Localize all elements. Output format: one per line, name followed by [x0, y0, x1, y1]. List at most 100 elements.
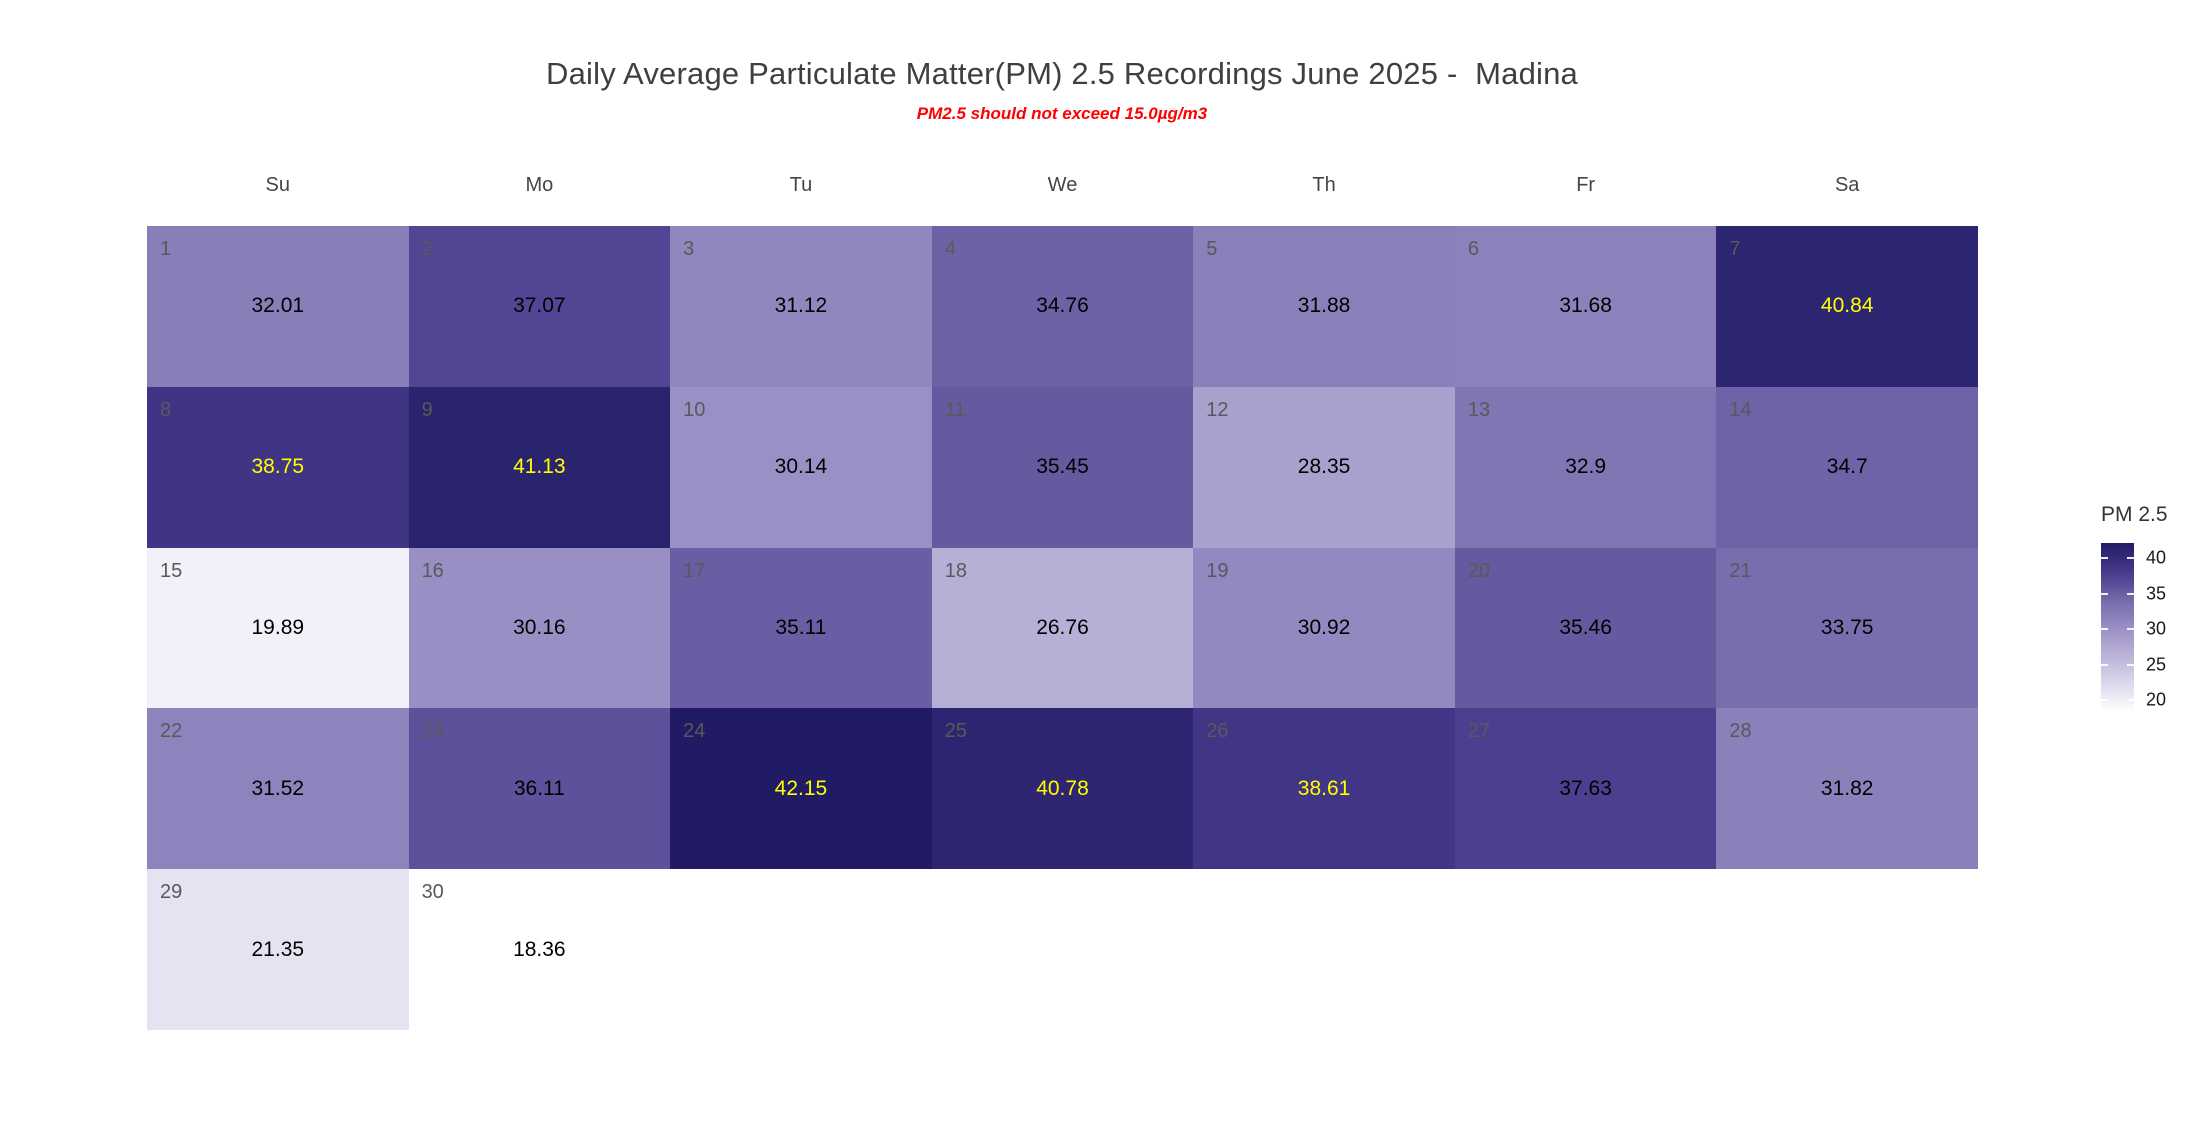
legend-tick-mark — [2127, 628, 2134, 631]
legend-tick-label: 30 — [2146, 618, 2167, 639]
day-number: 30 — [421, 881, 444, 904]
day-number: 9 — [421, 398, 433, 421]
day-cell-21: 21 33.75 — [1716, 547, 1978, 709]
legend: PM 2.5 40 35 30 25 20 — [2101, 503, 2211, 733]
legend-tick-mark — [2127, 663, 2134, 666]
day-number: 13 — [1467, 398, 1491, 421]
day-cell-22: 22 31.52 — [147, 708, 409, 870]
day-number: 15 — [160, 559, 183, 582]
pm-value: 31.52 — [251, 776, 305, 800]
day-cell-25: 25 40.78 — [931, 708, 1194, 870]
day-number: 4 — [944, 238, 956, 260]
pm-value: 30.92 — [1297, 615, 1351, 639]
day-number: 22 — [160, 720, 183, 743]
day-cell-17: 17 35.11 — [670, 547, 932, 709]
day-cell-4: 4 34.76 — [931, 226, 1194, 387]
day-number: 3 — [683, 238, 695, 260]
day-cell-19: 19 30.92 — [1193, 547, 1455, 709]
pm-value: 35.46 — [1559, 615, 1612, 639]
pm-value: 38.61 — [1297, 776, 1351, 800]
day-cell-30: 30 18.36 — [408, 869, 671, 1030]
day-cell-27: 27 37.63 — [1454, 708, 1717, 870]
legend-tick-label: 40 — [2146, 547, 2167, 568]
chart-subtitle: PM2.5 should not exceed 15.0µg/m3 — [916, 104, 1208, 123]
day-cell-14: 14 34.7 — [1716, 386, 1978, 548]
legend-tick-mark — [2127, 557, 2134, 560]
legend-tick-mark — [2127, 592, 2134, 595]
pm-value: 40.84 — [1820, 294, 1874, 318]
day-cell-23: 23 36.11 — [408, 708, 671, 870]
day-header-we: We — [1047, 174, 1078, 196]
chart-title: Daily Average Particulate Matter(PM) 2.5… — [546, 56, 1578, 91]
day-number: 19 — [1206, 559, 1229, 582]
pm-value: 19.89 — [251, 615, 305, 639]
legend-ticks: 40 35 30 25 20 — [2146, 543, 2196, 712]
pm-value: 40.78 — [1036, 776, 1089, 800]
day-cell-20: 20 35.46 — [1454, 547, 1717, 709]
calendar-grid: 1 32.01 2 37.07 3 31.12 4 34.76 5 31.88 6 31.68 7 40.… — [147, 226, 1978, 1030]
day-cell-18: 18 26.76 — [931, 547, 1194, 709]
day-cell-11: 11 35.45 — [931, 386, 1194, 548]
pm-value: 33.75 — [1820, 615, 1874, 639]
day-cell-15: 15 19.89 — [147, 547, 409, 709]
legend-tick-mark — [2101, 663, 2108, 666]
pm-value: 42.15 — [774, 776, 828, 800]
day-cell-26: 26 38.61 — [1193, 708, 1455, 870]
day-number: 1 — [160, 238, 172, 260]
pm-value: 32.9 — [1565, 455, 1607, 479]
day-number: 2 — [421, 238, 433, 260]
pm-value: 31.68 — [1559, 294, 1612, 318]
day-cell-13: 13 32.9 — [1454, 386, 1717, 548]
day-header-th: Th — [1312, 174, 1336, 196]
pm-value: 28.35 — [1297, 455, 1351, 479]
pm-value: 35.11 — [775, 615, 827, 639]
day-number: 28 — [1729, 720, 1752, 743]
pm-value: 37.63 — [1559, 776, 1612, 800]
pm-value: 31.82 — [1820, 776, 1874, 800]
day-number: 14 — [1729, 398, 1752, 421]
pm-value: 35.45 — [1036, 455, 1089, 479]
day-number: 8 — [160, 398, 172, 421]
day-cell-10: 10 30.14 — [670, 386, 932, 548]
pm-value: 34.76 — [1036, 294, 1089, 318]
day-number: 16 — [421, 559, 444, 582]
pm-value: 38.75 — [251, 455, 305, 479]
day-cell-16: 16 30.16 — [408, 547, 671, 709]
pm-value: 36.11 — [513, 776, 565, 800]
legend-tick-mark — [2101, 628, 2108, 631]
day-number: 23 — [421, 720, 444, 743]
day-cell-9: 9 41.13 — [408, 386, 671, 548]
legend-colorbar — [2101, 543, 2134, 712]
pm-value: 32.01 — [251, 294, 305, 318]
pm-value: 41.13 — [513, 455, 566, 479]
day-header-su: Su — [265, 174, 291, 196]
legend-tick-label: 20 — [2146, 689, 2167, 710]
legend-tick-mark — [2101, 557, 2108, 560]
legend-tick-mark — [2127, 699, 2134, 702]
day-cell-12: 12 28.35 — [1193, 386, 1455, 548]
day-number: 10 — [683, 398, 706, 421]
day-cell-6: 6 31.68 — [1454, 226, 1717, 387]
day-header-tu: Tu — [789, 174, 813, 196]
day-cell-28: 28 31.82 — [1716, 708, 1978, 870]
day-number: 25 — [944, 720, 967, 743]
day-header-fr: Fr — [1576, 174, 1596, 196]
day-number: 20 — [1467, 559, 1491, 582]
day-number: 24 — [683, 720, 706, 743]
day-number: 6 — [1467, 238, 1479, 260]
day-cell-3: 3 31.12 — [670, 226, 932, 387]
day-number: 18 — [944, 559, 967, 582]
legend-tick-mark — [2101, 699, 2108, 702]
day-cell-29: 29 21.35 — [147, 869, 409, 1030]
pm-value: 30.14 — [774, 455, 828, 479]
day-number: 29 — [160, 881, 183, 904]
pm-value: 26.76 — [1036, 615, 1089, 639]
pm-value: 31.88 — [1297, 294, 1351, 318]
day-number: 26 — [1206, 720, 1229, 743]
pm-value: 31.12 — [774, 294, 828, 318]
legend-tick-label: 35 — [2146, 583, 2167, 604]
day-header-sa: Sa — [1834, 174, 1860, 196]
day-number: 12 — [1206, 398, 1229, 421]
pm-value: 34.7 — [1826, 455, 1868, 479]
